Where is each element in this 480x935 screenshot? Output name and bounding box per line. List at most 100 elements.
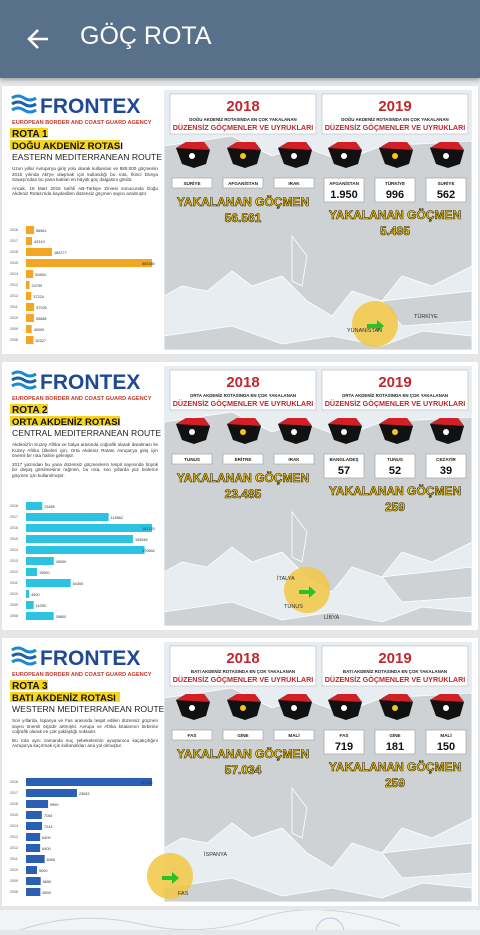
description: Uzun yıllar Avrupa'ya giriş yolu olarak …: [12, 166, 158, 200]
next-card-peek: [0, 909, 480, 935]
bar-value: 39800: [56, 615, 67, 619]
bar-category: 2018: [10, 228, 18, 232]
caught-total: 57.034: [225, 763, 262, 777]
bar: [26, 590, 30, 598]
route-name: ORTA AKDENİZ ROTASI: [12, 417, 120, 428]
country-box: [374, 177, 416, 203]
app-bar: GÖÇ ROTA: [0, 0, 480, 78]
bar: [26, 314, 34, 322]
country-box: [425, 729, 467, 755]
country-name: SURİYE: [437, 180, 454, 186]
flag-emblem: [240, 153, 246, 159]
logo-wave: [11, 376, 37, 384]
flag-emblem: [291, 705, 297, 711]
bar: [26, 248, 52, 256]
bar-category: 2008: [10, 890, 18, 894]
bar: [26, 844, 41, 852]
back-button[interactable]: [26, 27, 50, 51]
bar-category: 2016: [10, 802, 18, 806]
country-name: SURİYE: [183, 180, 200, 186]
bar: [26, 877, 41, 885]
caught-total: 5.495: [380, 224, 410, 238]
country-count: 39: [440, 465, 452, 477]
country-box: [171, 453, 213, 465]
bar-category: 2012: [10, 846, 18, 850]
bar-value: 23063: [79, 792, 90, 796]
bar-value: 4500: [31, 593, 39, 597]
card-graphic: FRONTEX EUROPEAN BORDER AND COAST GUARD A…: [10, 642, 473, 903]
panel-heading: DOĞU AKDENİZ ROTASINDA EN ÇOK YAKALANAN: [341, 117, 448, 122]
bar-category: 2008: [10, 614, 18, 618]
country-name: MALİ: [440, 732, 451, 738]
map-land: [163, 325, 473, 351]
flag-emblem: [189, 705, 195, 711]
caught-total: 259: [385, 776, 405, 790]
bar: [26, 502, 43, 510]
bar-value: 50834: [35, 273, 46, 277]
map-label: YUNANİSTAN: [347, 327, 382, 334]
logo-wave: [11, 100, 37, 108]
bar-category: 2009: [10, 603, 18, 607]
flag-stripe: [278, 418, 312, 426]
map-label: TUNUS: [284, 604, 303, 610]
bar-category: 2009: [10, 879, 18, 883]
logo-wave: [11, 382, 37, 390]
map-land: [163, 601, 473, 627]
bar-category: 2011: [10, 305, 18, 309]
country-count: 52: [389, 465, 401, 477]
country-name: IRAK: [288, 457, 300, 462]
bar-category: 2014: [10, 272, 18, 276]
bar-category: 2010: [10, 316, 18, 320]
bar: [26, 612, 54, 620]
paragraph: Ancak, 18 Mart 2016 tarihli AB-Türkiye Z…: [12, 185, 158, 197]
description: Son yıllarda, İspanya ve Fas arasında te…: [12, 718, 158, 752]
flag-stripe: [176, 418, 210, 426]
flag-emblem: [341, 429, 347, 435]
country-box: [273, 453, 315, 465]
country-box: [374, 453, 416, 479]
bar-category: 2018: [10, 780, 18, 784]
flag-emblem: [443, 153, 449, 159]
flag-emblem: [443, 429, 449, 435]
bar-category: 2017: [10, 515, 18, 519]
flag-stripe: [176, 694, 210, 702]
panel-heading: ORTA AKDENİZ ROTASINDA EN ÇOK YAKALANAN: [190, 393, 296, 398]
flag-emblem: [392, 705, 398, 711]
bar-category: 2009: [10, 327, 18, 331]
bar-value: 153946: [135, 538, 148, 542]
logo-text: FRONTEX: [40, 647, 140, 670]
bar-category: 2018: [10, 504, 18, 508]
country-count: 562: [437, 189, 455, 201]
flag-stripe: [430, 142, 464, 150]
country-box: [425, 453, 467, 479]
country-count: 181: [386, 741, 404, 753]
bar-category: 2010: [10, 592, 18, 596]
route-no-highlight: [10, 680, 48, 690]
bar-value: 182277: [54, 251, 67, 255]
flag-stripe: [379, 142, 413, 150]
panel-box: [169, 645, 317, 687]
route-no: ROTA 3: [12, 681, 48, 692]
bar-category: 2015: [10, 537, 18, 541]
country-name: TÜRKİYE: [385, 180, 405, 186]
caught-label: YAKALANAN GÖÇMEN: [329, 207, 461, 222]
country-name: FAS: [340, 733, 349, 738]
bar-category: 2015: [10, 813, 18, 817]
paragraph: 2017 yazından bu yana düzensiz göçmenler…: [12, 461, 158, 478]
panel-year: 2018: [226, 650, 259, 667]
country-box: [273, 729, 315, 741]
bar-value: 7243: [44, 825, 52, 829]
route-name: DOĞU AKDENİZ ROTASI: [12, 140, 123, 152]
panel-year: 2019: [378, 650, 411, 667]
bar: [26, 546, 145, 554]
caught-label: YAKALANAN GÖÇMEN: [177, 470, 309, 485]
bar: [26, 513, 109, 521]
bar: [26, 789, 77, 797]
bar-value: 5000: [39, 869, 47, 873]
flag-stripe: [227, 694, 261, 702]
caught-total: 23.485: [225, 487, 262, 501]
flag-stripe: [430, 418, 464, 426]
route-no: ROTA 2: [12, 405, 48, 416]
country-count: 57: [338, 465, 350, 477]
caught-label: YAKALANAN GÖÇMEN: [177, 746, 309, 761]
